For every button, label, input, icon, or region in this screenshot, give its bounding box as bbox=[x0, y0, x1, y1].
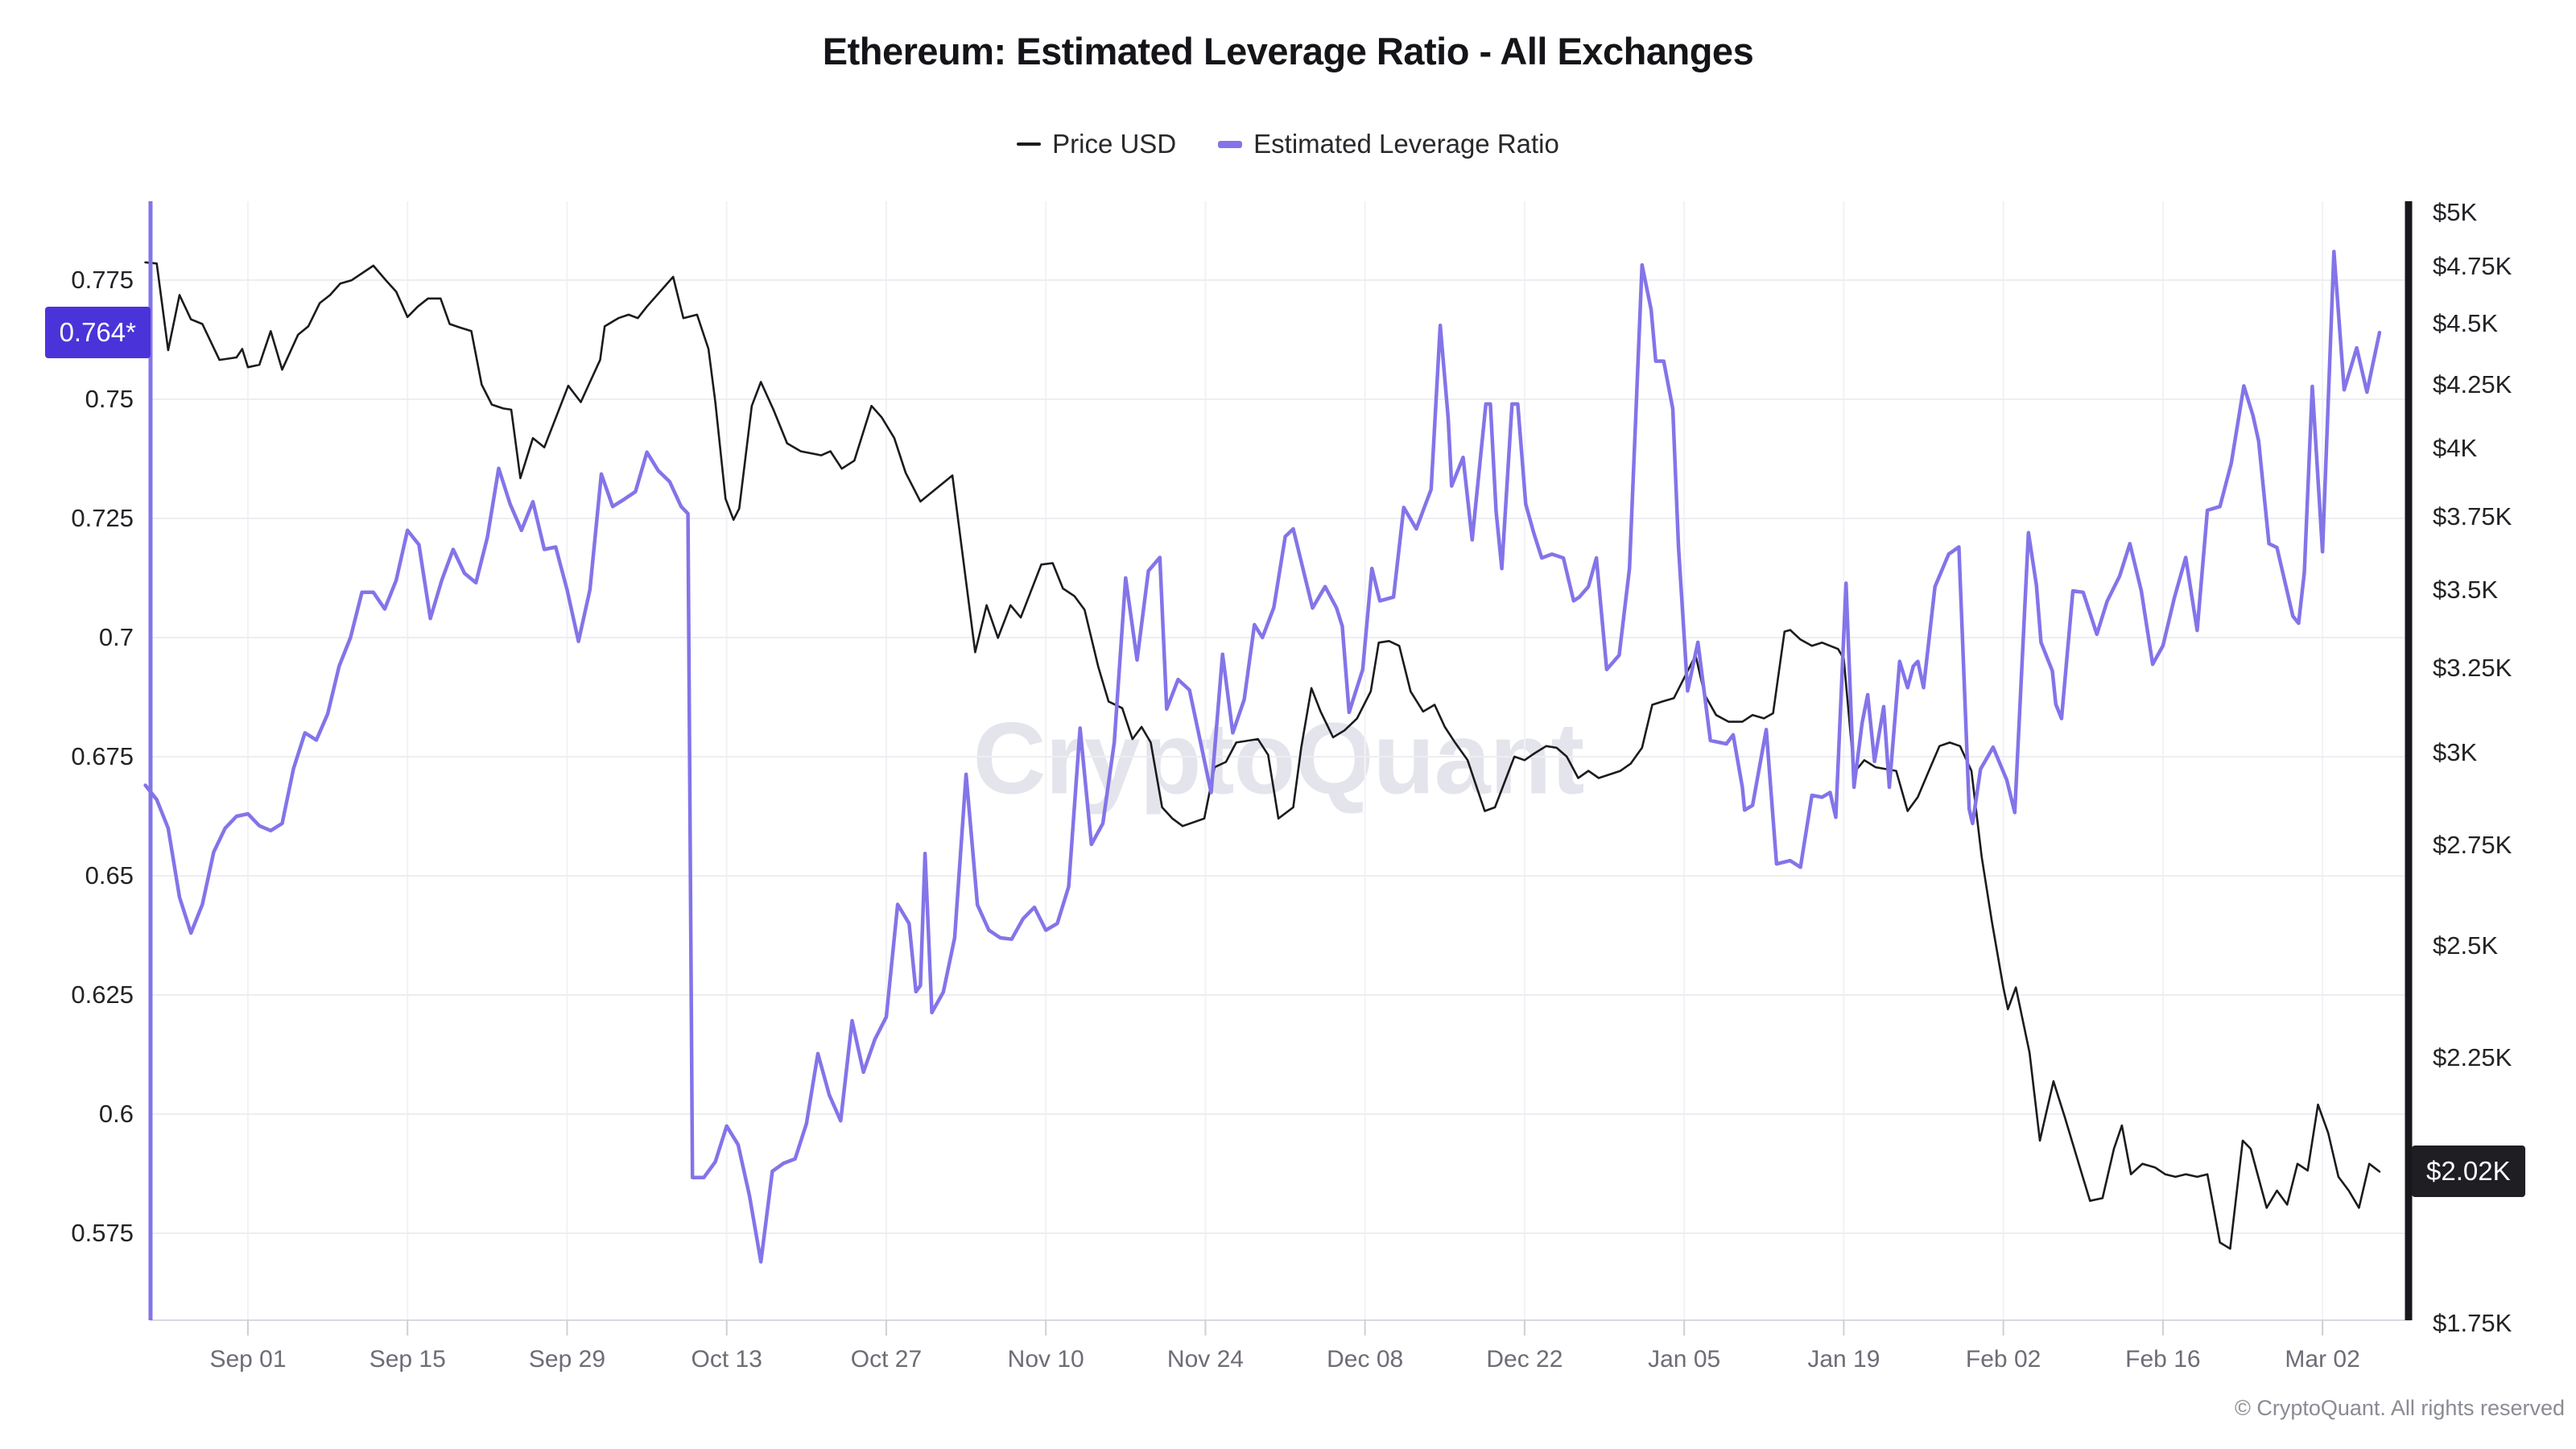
price-line bbox=[144, 261, 2381, 1250]
right-axis-tick-label: $3.5K bbox=[2433, 575, 2499, 604]
x-axis-tick-label: Sep 15 bbox=[369, 1346, 446, 1373]
chart-title: Ethereum: Estimated Leverage Ratio - All… bbox=[822, 30, 1754, 72]
left-axis-tick-label: 0.625 bbox=[71, 980, 134, 1009]
left-axis-tick-label: 0.575 bbox=[71, 1219, 134, 1247]
right-axis-tick-label: $4K bbox=[2433, 434, 2478, 463]
x-axis-tick-label: Oct 27 bbox=[850, 1346, 923, 1373]
x-axis-tick-label: Nov 24 bbox=[1166, 1346, 1244, 1373]
x-axis-tick-label: Oct 13 bbox=[691, 1346, 762, 1373]
left-axis-tick-label: 0.775 bbox=[71, 266, 134, 294]
copyright-text: © CryptoQuant. All rights reserved bbox=[2234, 1396, 2565, 1420]
vertical-gridlines bbox=[247, 201, 2324, 1320]
legend-item-price[interactable]: Price USD bbox=[1017, 129, 1176, 159]
legend-leverage-label: Estimated Leverage Ratio bbox=[1253, 129, 1559, 159]
x-axis-tick-label: Jan 05 bbox=[1648, 1346, 1721, 1373]
right-axis-tick-label: $3.25K bbox=[2433, 654, 2512, 683]
left-axis-tick-label: 0.65 bbox=[85, 861, 134, 890]
right-axis-tick-label: $4.75K bbox=[2433, 252, 2512, 281]
price-current-value-badge: $2.02K bbox=[2412, 1146, 2525, 1198]
x-axis-tick-label: Feb 16 bbox=[2125, 1346, 2201, 1373]
right-axis-tick-label: $1.75K bbox=[2433, 1309, 2512, 1337]
x-axis-tick-label: Dec 08 bbox=[1327, 1346, 1404, 1373]
right-axis-tick-label: $4.5K bbox=[2433, 309, 2499, 338]
right-axis-tick-label: $2.25K bbox=[2433, 1042, 2512, 1071]
right-axis-tick-label: $4.25K bbox=[2433, 369, 2512, 398]
horizontal-gridlines bbox=[150, 279, 2407, 1234]
price-line-swatch-icon bbox=[1017, 142, 1042, 146]
right-axis-tick-label: $2.75K bbox=[2433, 830, 2512, 859]
leverage-line-swatch-icon bbox=[1218, 140, 1243, 148]
x-axis-tick-label: Sep 01 bbox=[209, 1346, 287, 1373]
right-axis-tick-label: $3K bbox=[2433, 738, 2478, 767]
x-axis-tick-label: Dec 22 bbox=[1486, 1346, 1563, 1373]
left-axis-tick-label: 0.675 bbox=[71, 742, 134, 770]
x-axis-tick-label: Mar 02 bbox=[2285, 1346, 2360, 1373]
right-axis-tick-label: $2.5K bbox=[2433, 931, 2499, 960]
legend-item-leverage[interactable]: Estimated Leverage Ratio bbox=[1218, 129, 1559, 159]
series-lines bbox=[143, 250, 2382, 1264]
left-axis-tick-label: 0.7 bbox=[98, 623, 134, 651]
x-axis-tick-label: Nov 10 bbox=[1007, 1346, 1084, 1373]
left-axis-tick-label: 0.75 bbox=[85, 385, 134, 413]
x-axis-tick-label: Feb 02 bbox=[1965, 1346, 2041, 1373]
left-axis-tick-label: 0.725 bbox=[71, 504, 134, 532]
leverage-line bbox=[143, 250, 2382, 1264]
legend: Price USD Estimated Leverage Ratio bbox=[0, 129, 2576, 159]
axis-bars bbox=[148, 201, 2413, 1320]
x-axis-tick-label: Sep 29 bbox=[528, 1346, 606, 1373]
leverage-current-value-badge: 0.764* bbox=[44, 307, 151, 359]
x-axis-tick-label: Jan 19 bbox=[1807, 1346, 1880, 1373]
right-axis-tick-label: $3.75K bbox=[2433, 502, 2512, 531]
x-axis-line bbox=[150, 1319, 2412, 1335]
right-axis-tick-label: $5K bbox=[2433, 198, 2478, 226]
legend-price-label: Price USD bbox=[1052, 129, 1177, 159]
left-axis-tick-label: 0.6 bbox=[98, 1100, 134, 1128]
